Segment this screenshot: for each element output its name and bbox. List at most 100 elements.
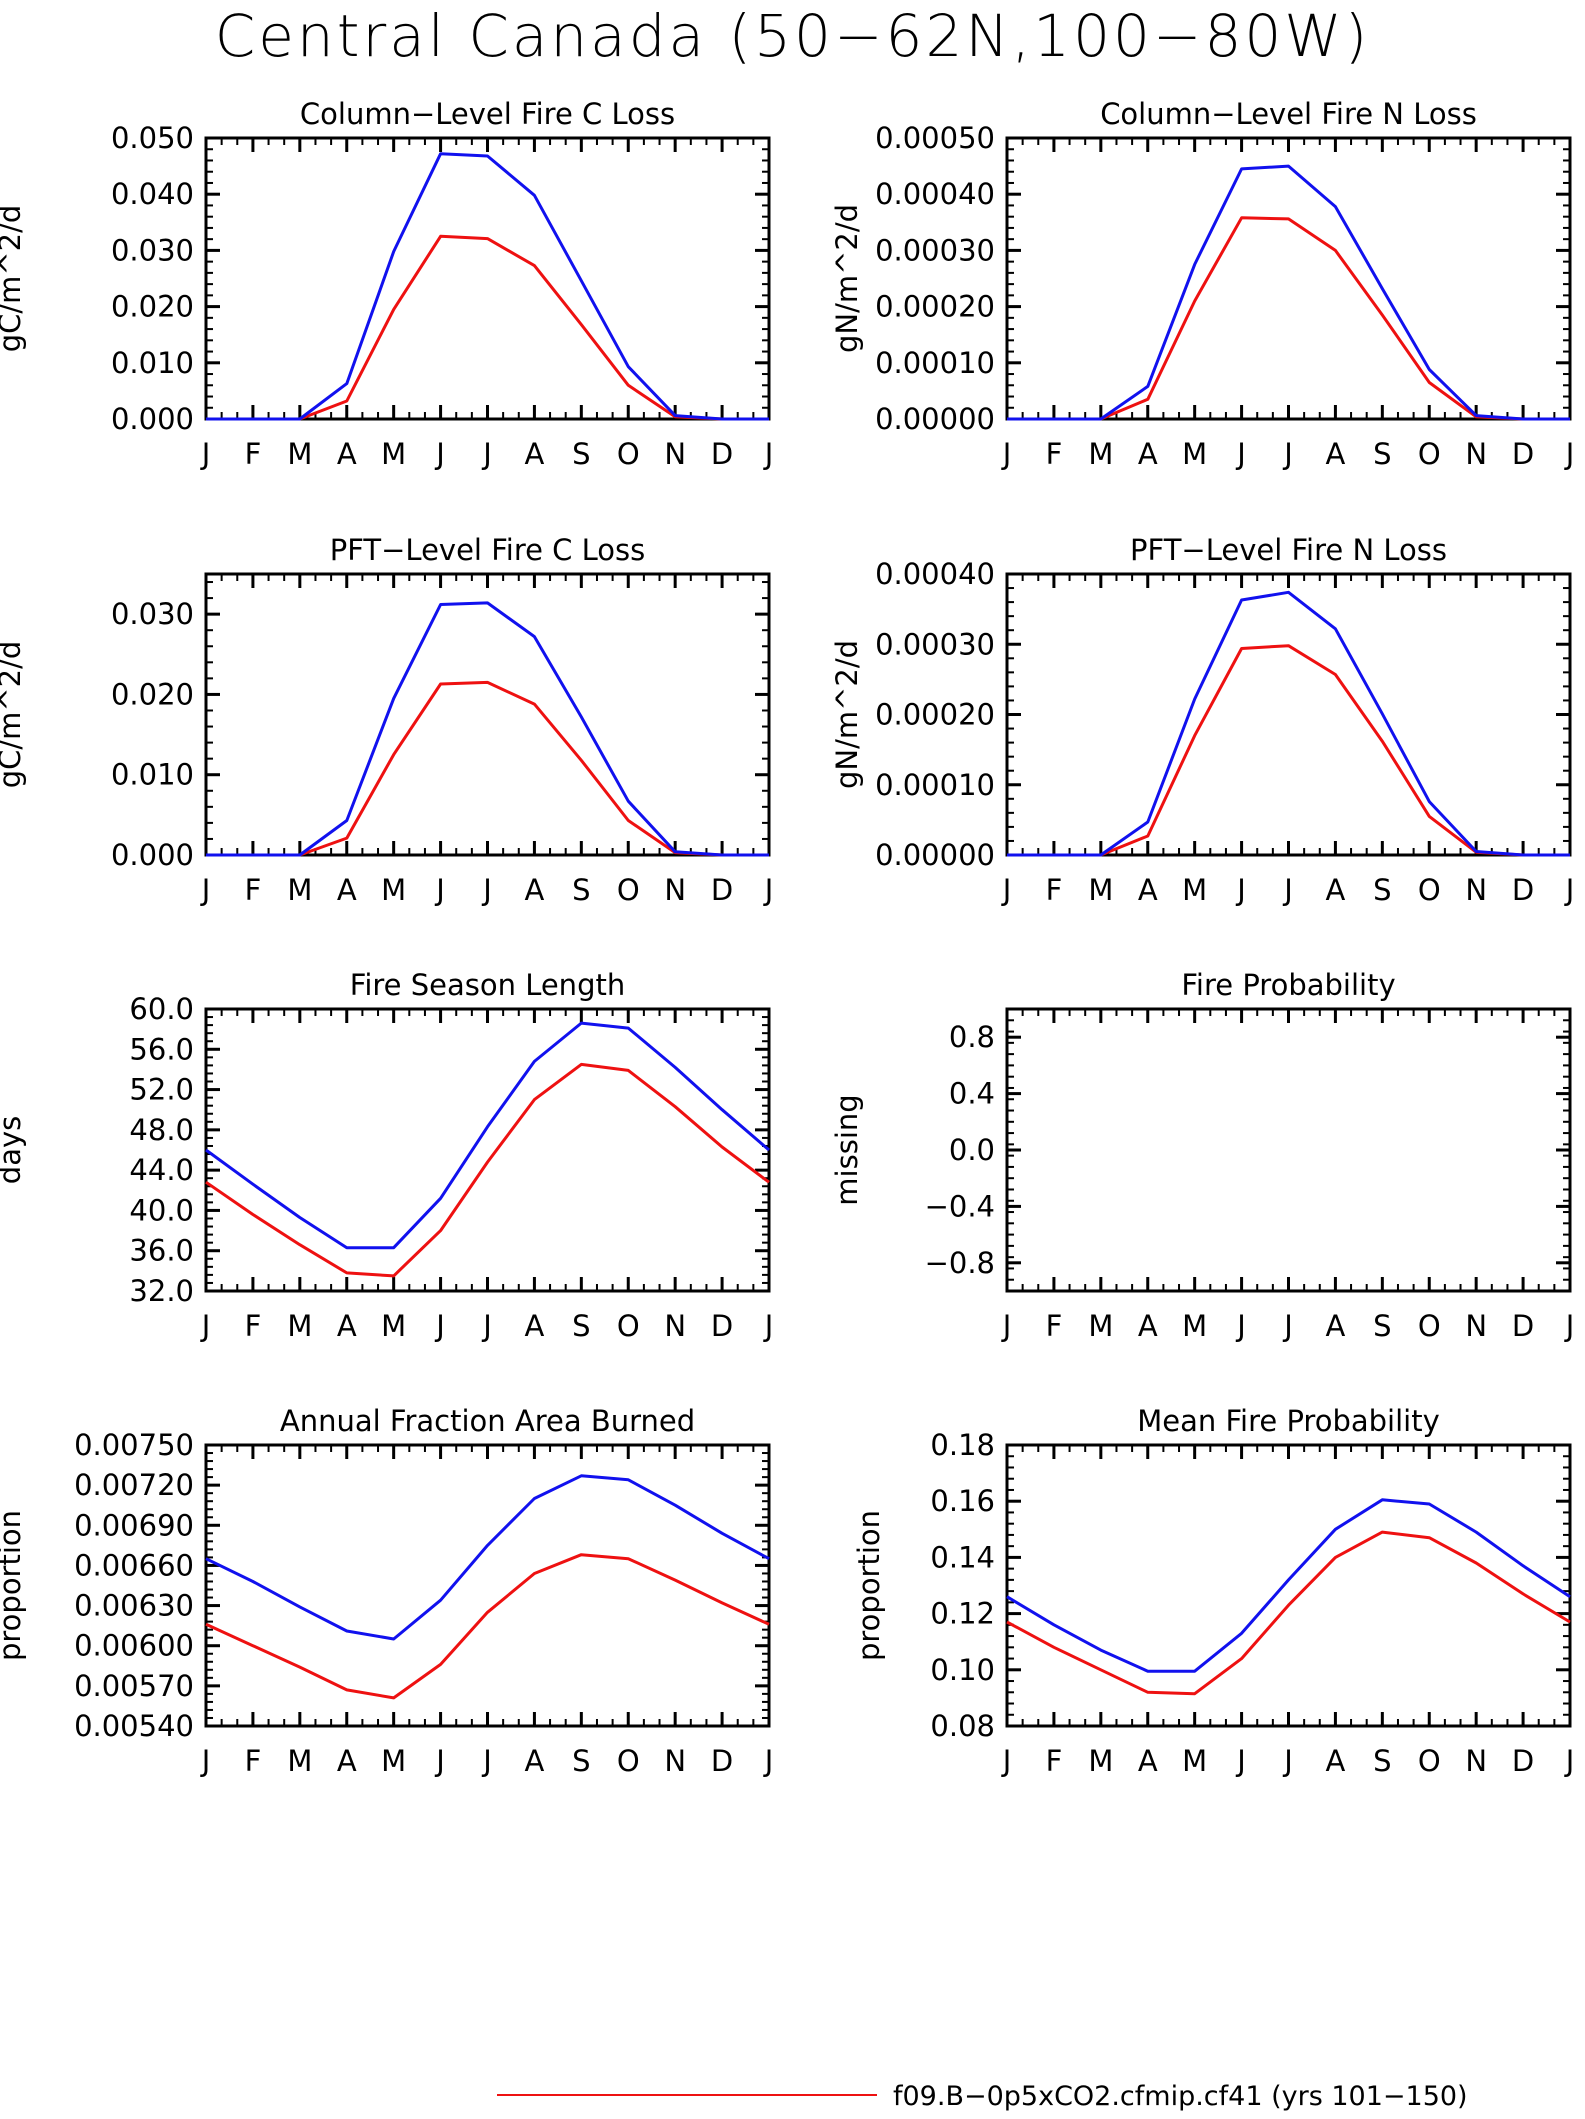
x-tick-label: S: [572, 873, 590, 907]
y-tick-label: 0.18: [930, 1428, 995, 1462]
x-tick-label: D: [711, 1744, 733, 1778]
x-tick-label: J: [763, 873, 774, 907]
y-axis-label: proportion: [0, 1510, 27, 1661]
x-tick-label: A: [1325, 1309, 1345, 1343]
y-tick-label: 0.020: [111, 677, 194, 711]
x-tick-label: M: [1182, 1309, 1207, 1343]
y-axis-label: days: [0, 1116, 27, 1184]
x-tick-label: O: [1418, 1309, 1441, 1343]
x-tick-label: J: [200, 873, 211, 907]
y-tick-label: 56.0: [129, 1032, 194, 1066]
x-tick-label: N: [1465, 873, 1487, 907]
x-tick-label: M: [1182, 1744, 1207, 1778]
x-tick-label: N: [1465, 437, 1487, 471]
x-tick-label: A: [337, 873, 357, 907]
x-tick-label: F: [245, 873, 262, 907]
y-tick-label: 0.000: [111, 402, 194, 436]
series-line-1: [206, 680, 769, 857]
chart-title: PFT−Level Fire N Loss: [1130, 533, 1447, 567]
x-tick-label: F: [245, 1309, 262, 1343]
y-tick-label: 44.0: [129, 1153, 194, 1187]
y-tick-label: 0.8: [949, 1020, 995, 1054]
x-tick-label: N: [1465, 1309, 1487, 1343]
x-tick-label: M: [287, 437, 312, 471]
x-tick-label: J: [1235, 437, 1246, 471]
y-tick-label: 0.00030: [875, 233, 995, 267]
x-tick-label: J: [1564, 1309, 1575, 1343]
y-tick-label: 0.00030: [875, 627, 995, 661]
x-tick-label: S: [1373, 437, 1391, 471]
y-tick-label: 0.00040: [875, 177, 995, 211]
y-tick-label: 52.0: [129, 1073, 194, 1107]
y-tick-label: 0.010: [111, 346, 194, 380]
x-tick-label: M: [381, 1309, 406, 1343]
x-tick-label: J: [1282, 1744, 1293, 1778]
y-tick-label: 0.00010: [875, 346, 995, 380]
chart-title: PFT−Level Fire C Loss: [330, 533, 646, 567]
x-tick-label: M: [1088, 873, 1113, 907]
y-tick-label: 0.00040: [875, 557, 995, 591]
y-tick-label: 0.00540: [74, 1709, 194, 1743]
series-line-1: [206, 234, 769, 421]
series-line-2: [205, 1474, 770, 1641]
chart-title: Fire Season Length: [350, 968, 625, 1002]
x-tick-label: A: [524, 437, 544, 471]
x-tick-label: J: [1282, 1309, 1293, 1343]
chart-title: Annual Fraction Area Burned: [280, 1404, 695, 1438]
plot-frame: [204, 1007, 771, 1293]
x-tick-label: J: [1564, 873, 1575, 907]
y-tick-label: 0.12: [930, 1597, 995, 1631]
x-tick-label: S: [572, 1309, 590, 1343]
x-tick-label: J: [434, 1309, 445, 1343]
series-line-2: [1007, 590, 1570, 857]
x-tick-label: D: [711, 873, 733, 907]
plot-frame: [204, 572, 771, 857]
y-tick-label: 0.00720: [74, 1468, 194, 1502]
x-tick-label: J: [481, 437, 492, 471]
y-axis-label: missing: [830, 1094, 864, 1205]
x-tick-label: N: [664, 437, 686, 471]
x-tick-label: M: [1088, 1744, 1113, 1778]
x-tick-label: D: [1512, 1744, 1534, 1778]
series-line-2: [205, 1021, 770, 1250]
y-tick-label: 0.030: [111, 597, 194, 631]
y-tick-label: 0.00690: [74, 1508, 194, 1542]
y-tick-label: 0.4: [949, 1077, 995, 1111]
x-tick-label: M: [287, 1309, 312, 1343]
y-tick-label: 0.00600: [74, 1629, 194, 1663]
x-tick-label: J: [1001, 1744, 1012, 1778]
y-tick-label: 0.030: [111, 233, 194, 267]
y-tick-label: −0.4: [925, 1189, 995, 1223]
x-tick-label: J: [1564, 1744, 1575, 1778]
x-tick-label: S: [572, 437, 590, 471]
x-tick-label: O: [617, 1309, 640, 1343]
y-tick-label: 0.010: [111, 758, 194, 792]
x-tick-label: J: [1235, 1744, 1246, 1778]
x-tick-label: J: [200, 437, 211, 471]
x-tick-label: J: [434, 1744, 445, 1778]
x-tick-label: M: [287, 873, 312, 907]
plot-frame: [204, 136, 771, 421]
x-tick-label: A: [1138, 1309, 1158, 1343]
x-tick-label: O: [1418, 873, 1441, 907]
x-tick-label: J: [763, 1744, 774, 1778]
x-tick-label: J: [200, 1744, 211, 1778]
x-tick-label: J: [481, 1309, 492, 1343]
y-axis-label: proportion: [852, 1510, 886, 1661]
plot-frame: [1005, 1007, 1572, 1293]
y-tick-label: 0.00570: [74, 1669, 194, 1703]
x-tick-label: J: [1001, 1309, 1012, 1343]
chart-title: Fire Probability: [1181, 968, 1395, 1002]
y-tick-label: 0.0: [949, 1133, 995, 1167]
x-tick-label: F: [245, 437, 262, 471]
y-tick-label: 0.10: [930, 1653, 995, 1687]
x-tick-label: M: [1088, 437, 1113, 471]
x-tick-label: O: [1418, 1744, 1441, 1778]
series-line-1: [205, 1062, 770, 1278]
y-tick-label: 0.00630: [74, 1589, 194, 1623]
series-line-2: [1007, 164, 1570, 421]
